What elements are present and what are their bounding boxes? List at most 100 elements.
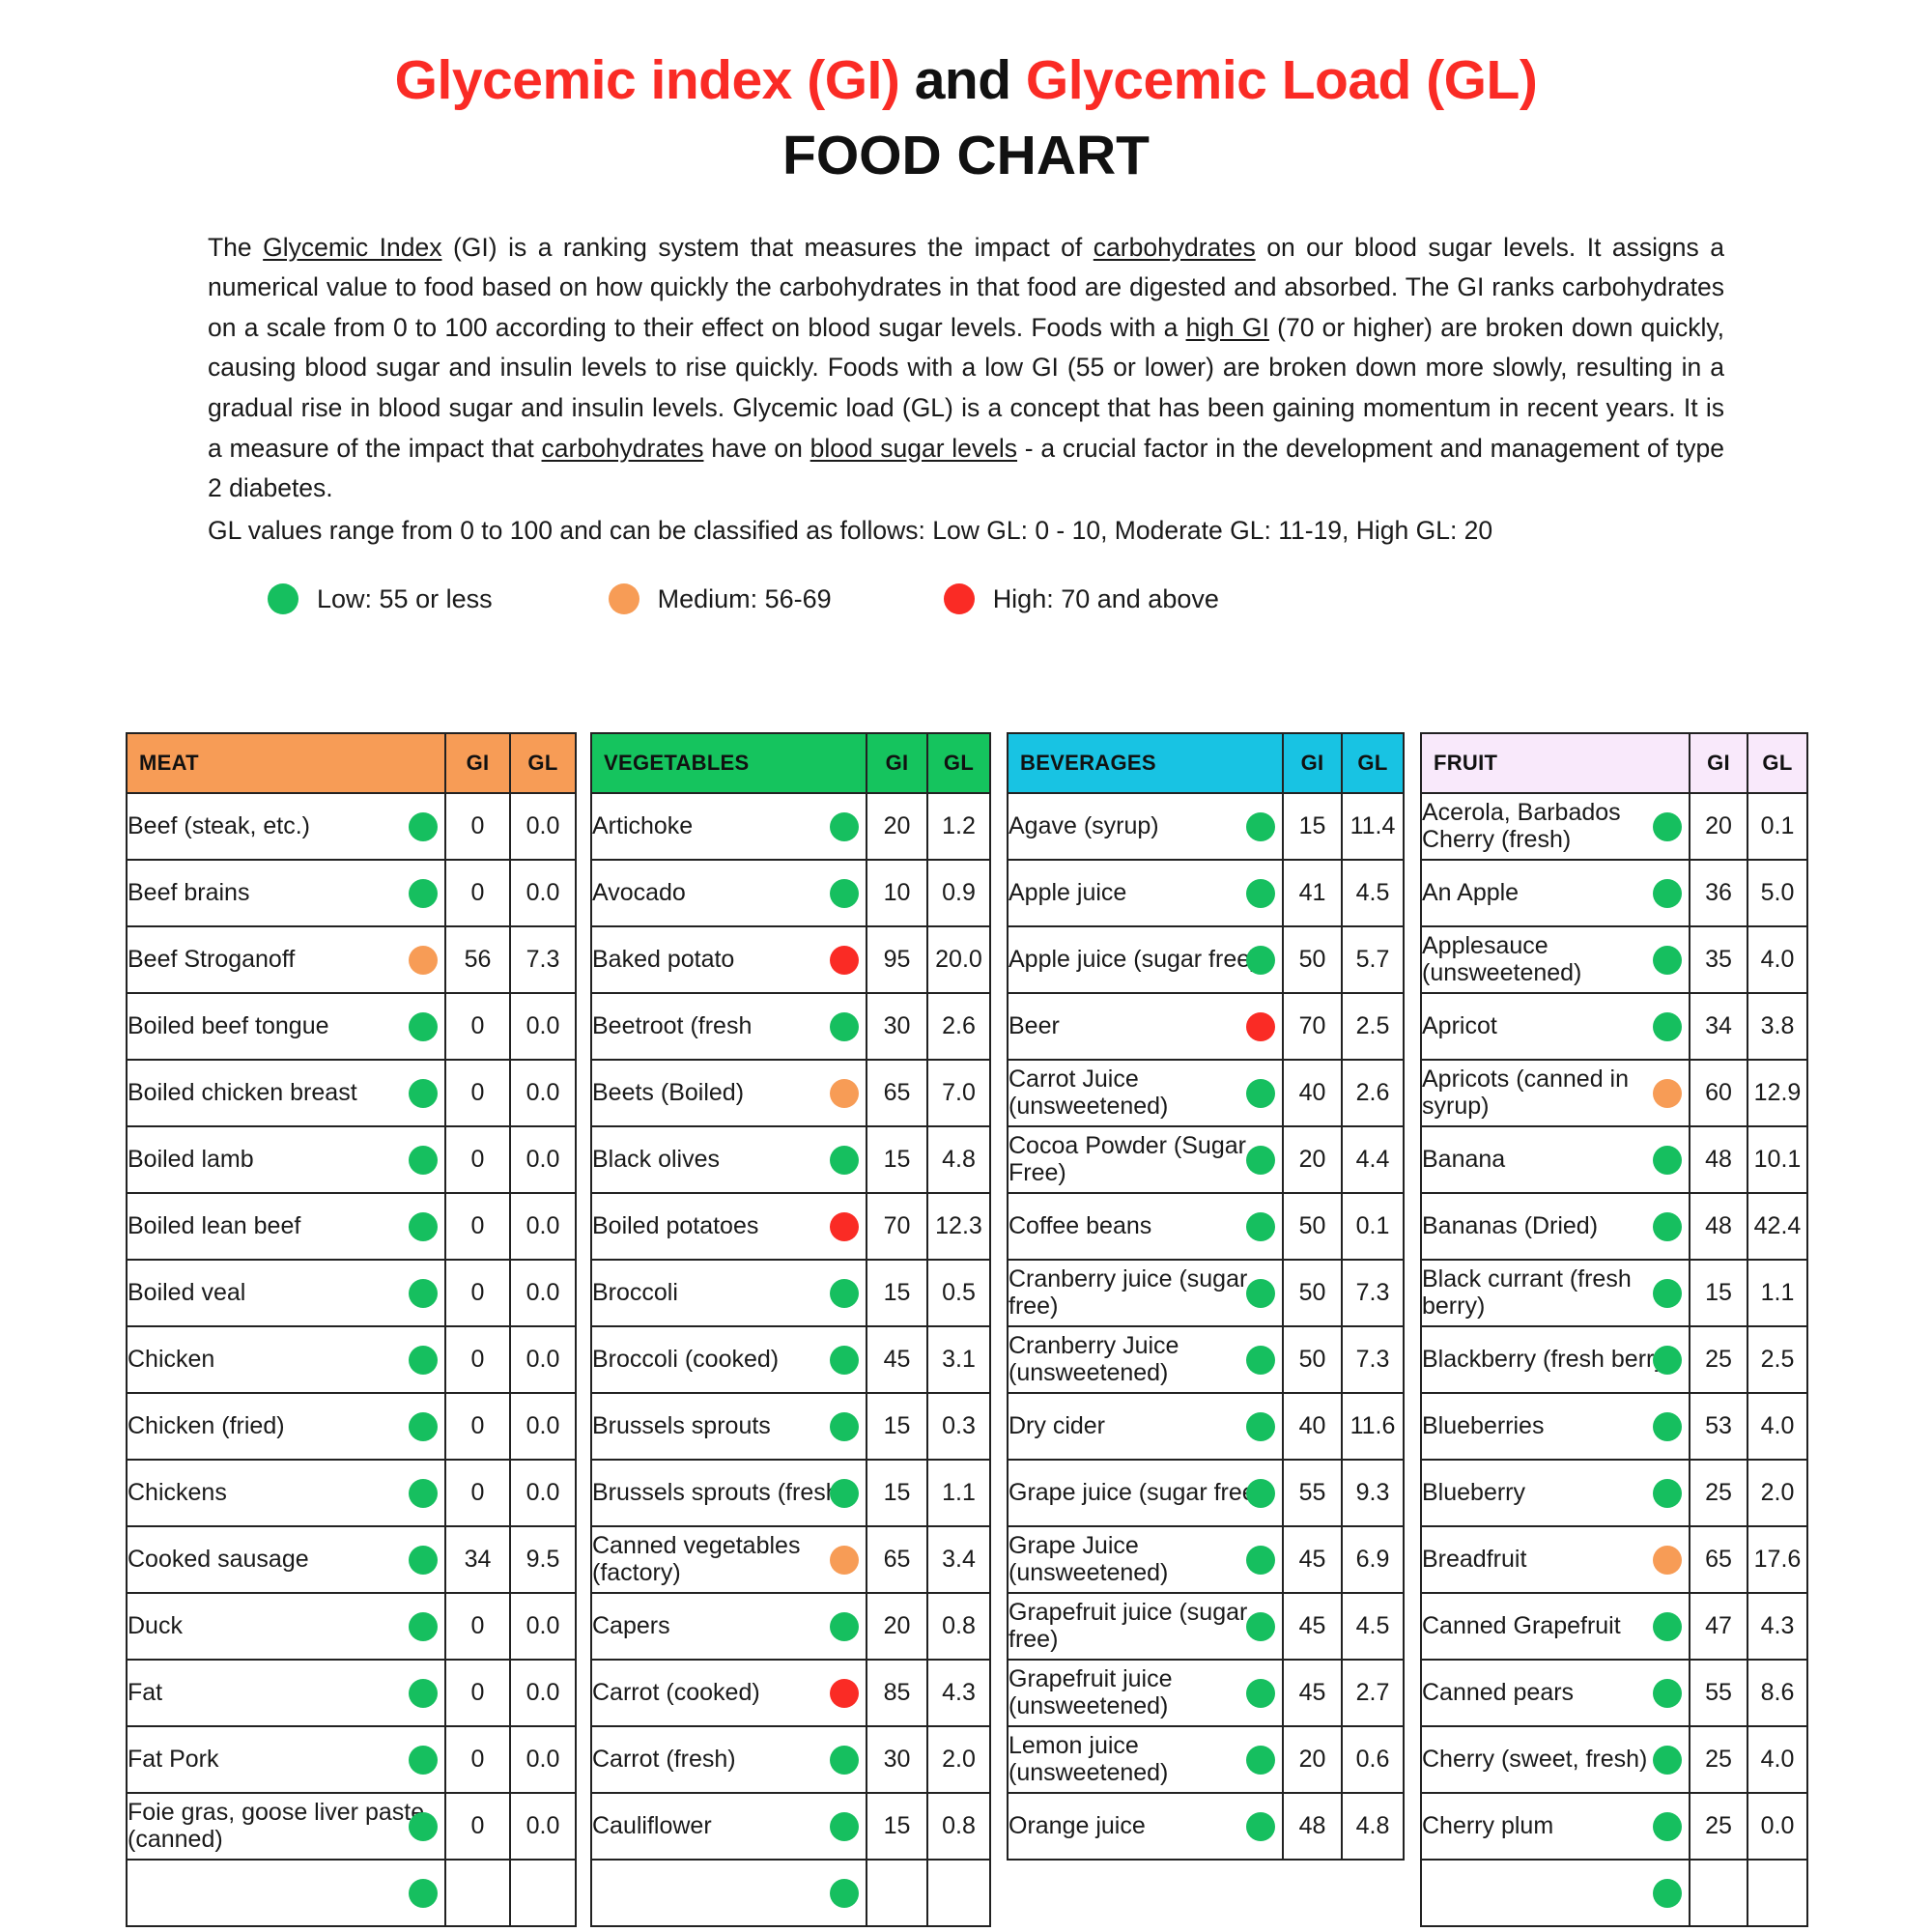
table-row: Boiled veal 0 0.0 bbox=[126, 1259, 577, 1327]
gl-value: 4.8 bbox=[1341, 1792, 1405, 1861]
table-row: Chickens 0 0.0 bbox=[126, 1459, 577, 1527]
table-row: Beef (steak, etc.) 0 0.0 bbox=[126, 792, 577, 861]
food-name-cell: Applesauce (unsweetened) bbox=[1420, 925, 1690, 994]
low-dot-icon bbox=[1653, 811, 1682, 841]
gi-value: 0 bbox=[444, 1125, 511, 1194]
table-row: Blueberry 25 2.0 bbox=[1420, 1459, 1808, 1527]
gi-value: 20 bbox=[866, 1592, 928, 1661]
food-name-cell: Artichoke bbox=[590, 792, 867, 861]
gl-value: 42.4 bbox=[1747, 1192, 1808, 1261]
food-name-cell: Cherry (sweet, fresh) bbox=[1420, 1725, 1690, 1794]
intro-s6: - a crucial factor in the development an… bbox=[208, 433, 1724, 503]
table-row: Foie gras, goose liver paste (canned) 0 0.… bbox=[126, 1792, 577, 1861]
food-name: Agave (syrup) bbox=[1009, 811, 1159, 839]
table-column-beverages: BEVERAGES GI GL Agave (syrup) 15 11.4 Apple… bbox=[1007, 732, 1405, 1927]
gi-value: 25 bbox=[1689, 1792, 1748, 1861]
food-name-cell: Beer bbox=[1007, 992, 1284, 1061]
vegetables-table: VEGETABLES GI GL Artichoke 20 1.2 Avocado 10… bbox=[590, 732, 991, 1927]
gl-value: 8.6 bbox=[1747, 1659, 1808, 1727]
food-name-cell: Blueberry bbox=[1420, 1459, 1690, 1527]
food-name: Grape juice (sugar free) bbox=[1009, 1478, 1264, 1506]
table-row: Baked potato 95 20.0 bbox=[590, 925, 991, 994]
gi-value: 40 bbox=[1282, 1059, 1343, 1127]
table-row: Canned Grapefruit 47 4.3 bbox=[1420, 1592, 1808, 1661]
food-name: Breadfruit bbox=[1422, 1545, 1527, 1573]
food-name: Banana bbox=[1422, 1145, 1506, 1173]
link-high-gi[interactable]: high GI bbox=[1185, 312, 1269, 342]
gi-value: 25 bbox=[1689, 1325, 1748, 1394]
gi-value: 0 bbox=[444, 1592, 511, 1661]
gl-value: 10.1 bbox=[1747, 1125, 1808, 1194]
link-glycemic-index[interactable]: Glycemic Index bbox=[263, 232, 442, 262]
title-block: Glycemic index (GI) and Glycemic Load (G… bbox=[0, 0, 1932, 187]
low-dot-icon bbox=[830, 1145, 859, 1175]
table-row: Beef Stroganoff 56 7.3 bbox=[126, 925, 577, 994]
table-row: Brussels sprouts (fresh) 15 1.1 bbox=[590, 1459, 991, 1527]
fruit-rows: Acerola, Barbados Cherry (fresh) 20 0.1 An … bbox=[1420, 792, 1808, 1927]
gi-value: 0 bbox=[444, 792, 511, 861]
food-name-cell bbox=[590, 1859, 867, 1927]
table-row: Coffee beans 50 0.1 bbox=[1007, 1192, 1405, 1261]
gi-value bbox=[866, 1859, 928, 1927]
gi-value: 50 bbox=[1282, 1259, 1343, 1327]
link-blood-sugar-levels[interactable]: blood sugar levels bbox=[810, 433, 1018, 463]
meat-table: MEAT GI GL Beef (steak, etc.) 0 0.0 Beef br… bbox=[126, 732, 577, 1927]
table-row: Apple juice 41 4.5 bbox=[1007, 859, 1405, 927]
food-name-cell: Coffee beans bbox=[1007, 1192, 1284, 1261]
table-row: Cranberry juice (sugar free) 50 7.3 bbox=[1007, 1259, 1405, 1327]
table-row: Brussels sprouts 15 0.3 bbox=[590, 1392, 991, 1461]
food-name-cell: Fat Pork bbox=[126, 1725, 446, 1794]
table-row: Boiled potatoes 70 12.3 bbox=[590, 1192, 991, 1261]
food-name: Cocoa Powder (Sugar Free) bbox=[1009, 1132, 1246, 1186]
food-name: Carrot Juice (unsweetened) bbox=[1009, 1065, 1169, 1120]
gl-value: 0.0 bbox=[509, 1259, 577, 1327]
gi-value: 25 bbox=[1689, 1459, 1748, 1527]
gi-value: 15 bbox=[1689, 1259, 1748, 1327]
gi-value: 35 bbox=[1689, 925, 1748, 994]
low-dot-icon bbox=[409, 1278, 438, 1308]
gi-value: 15 bbox=[866, 1459, 928, 1527]
gi-value: 47 bbox=[1689, 1592, 1748, 1661]
gi-value: 36 bbox=[1689, 859, 1748, 927]
gi-value: 0 bbox=[444, 992, 511, 1061]
food-name-cell: Brussels sprouts (fresh) bbox=[590, 1459, 867, 1527]
food-name-cell: Cocoa Powder (Sugar Free) bbox=[1007, 1125, 1284, 1194]
legend-item-medium: Medium: 56-69 bbox=[608, 583, 832, 615]
low-dot-icon bbox=[1246, 1478, 1275, 1508]
food-name: Baked potato bbox=[592, 945, 735, 973]
link-carbohydrates-1[interactable]: carbohydrates bbox=[1093, 232, 1256, 262]
table-column-meat: MEAT GI GL Beef (steak, etc.) 0 0.0 Beef br… bbox=[126, 732, 577, 1927]
gl-value: 0.5 bbox=[926, 1259, 991, 1327]
food-name: Blackberry (fresh berry) bbox=[1422, 1345, 1675, 1373]
title-gi-part: Glycemic index (GI) bbox=[394, 49, 900, 111]
gl-value: 11.6 bbox=[1341, 1392, 1405, 1461]
food-name-cell: Bananas (Dried) bbox=[1420, 1192, 1690, 1261]
table-row: Beetroot (fresh 30 2.6 bbox=[590, 992, 991, 1061]
table-row: Black olives 15 4.8 bbox=[590, 1125, 991, 1194]
table-row: Fat 0 0.0 bbox=[126, 1659, 577, 1727]
link-carbohydrates-2[interactable]: carbohydrates bbox=[541, 433, 704, 463]
food-name-cell: Capers bbox=[590, 1592, 867, 1661]
gi-value: 20 bbox=[1282, 1125, 1343, 1194]
food-name-cell: Boiled veal bbox=[126, 1259, 446, 1327]
food-name-cell: Grapefruit juice (sugar free) bbox=[1007, 1592, 1284, 1661]
low-dot-icon bbox=[830, 1811, 859, 1841]
gi-value: 10 bbox=[866, 859, 928, 927]
gl-value: 0.0 bbox=[509, 1725, 577, 1794]
gl-value: 0.1 bbox=[1341, 1192, 1405, 1261]
food-name-cell: Agave (syrup) bbox=[1007, 792, 1284, 861]
beverages-table: BEVERAGES GI GL Agave (syrup) 15 11.4 Apple… bbox=[1007, 732, 1405, 1861]
food-name-cell: Cranberry juice (sugar free) bbox=[1007, 1259, 1284, 1327]
food-name: Canned Grapefruit bbox=[1422, 1611, 1621, 1639]
table-row: An Apple 36 5.0 bbox=[1420, 859, 1808, 927]
gi-value: 65 bbox=[866, 1059, 928, 1127]
table-row: Carrot (fresh) 30 2.0 bbox=[590, 1725, 991, 1794]
low-dot-icon bbox=[409, 1078, 438, 1108]
table-row: Apricots (canned in syrup) 60 12.9 bbox=[1420, 1059, 1808, 1127]
low-dot-icon bbox=[1246, 878, 1275, 908]
food-name: Boiled beef tongue bbox=[128, 1011, 329, 1039]
gl-value: 5.7 bbox=[1341, 925, 1405, 994]
table-row: Avocado 10 0.9 bbox=[590, 859, 991, 927]
low-dot-icon bbox=[830, 811, 859, 841]
low-dot-icon bbox=[409, 1811, 438, 1841]
